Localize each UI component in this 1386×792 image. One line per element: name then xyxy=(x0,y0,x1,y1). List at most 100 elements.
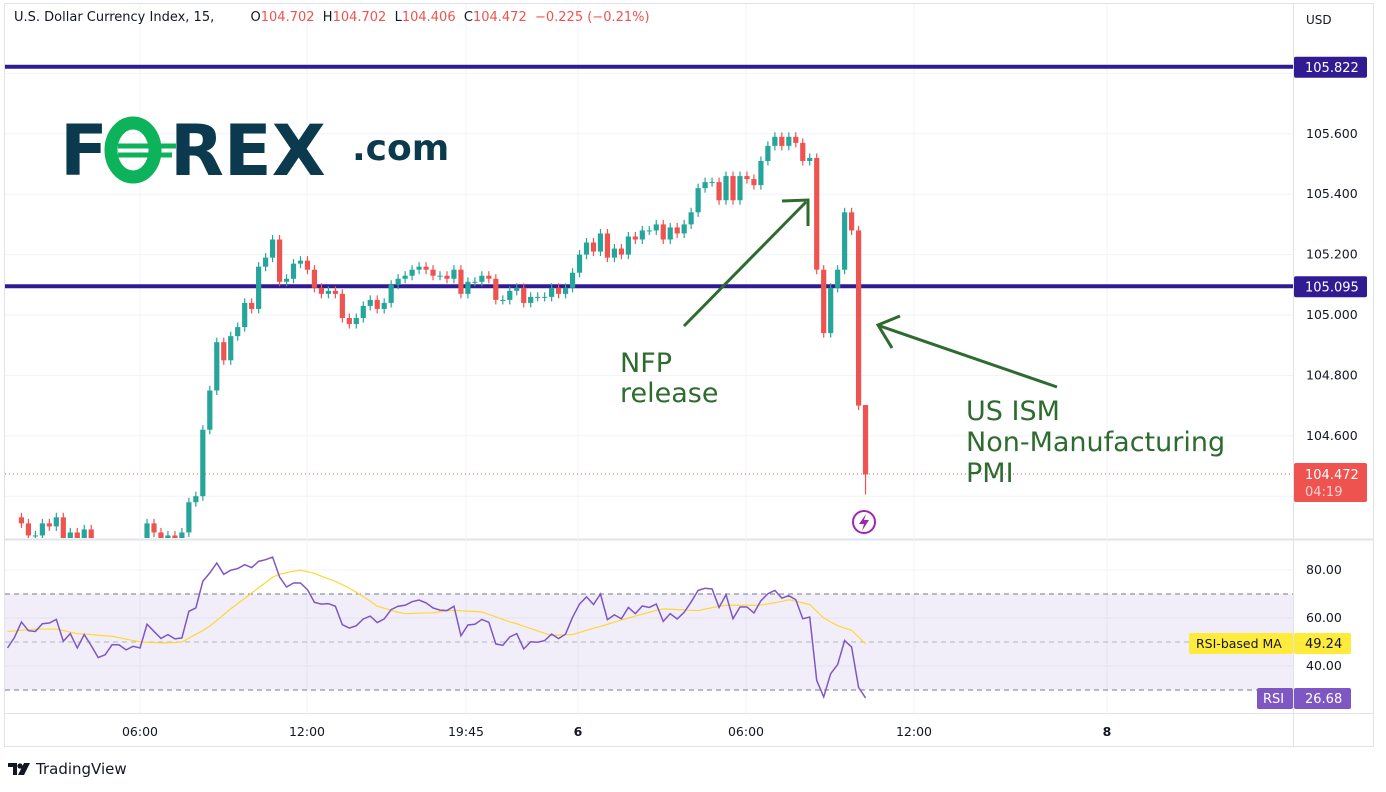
candle-body xyxy=(639,230,645,240)
candle-body xyxy=(46,523,52,527)
close-label: C xyxy=(463,10,473,25)
candle-body xyxy=(256,266,262,309)
close-value: 104.472 xyxy=(472,10,527,25)
nfp-label-line2: release xyxy=(620,378,718,409)
last-price-badge[interactable]: 104.472 04:19 xyxy=(1294,463,1367,502)
low-value: 104.406 xyxy=(401,10,456,25)
candle-body xyxy=(451,269,457,279)
candle-body xyxy=(800,142,806,161)
lightning-event-icon[interactable] xyxy=(852,510,876,534)
rsi-tick-label: 60.00 xyxy=(1306,610,1342,625)
candle-body xyxy=(172,535,178,538)
candle-body xyxy=(758,160,764,186)
candle-body xyxy=(325,290,331,294)
candle-body xyxy=(604,233,611,258)
candles xyxy=(18,132,869,560)
candle-body xyxy=(381,302,387,309)
candle-body xyxy=(583,242,590,255)
candle-body xyxy=(562,287,569,294)
candle-body xyxy=(625,236,631,255)
time-tick-label: 12:00 xyxy=(289,724,325,739)
candle-body xyxy=(514,287,520,291)
axes: 105.600 105.400 105.200 105.000 104.800 104.6… xyxy=(122,126,1358,739)
candle-group xyxy=(18,132,869,560)
candle-body xyxy=(353,318,359,325)
candle-body xyxy=(165,535,171,538)
candle-body xyxy=(723,176,729,201)
candle-body xyxy=(88,529,94,538)
candle-body xyxy=(646,230,652,232)
candle-body xyxy=(276,239,283,282)
time-tick-label: 6 xyxy=(574,724,583,739)
candle-body xyxy=(130,545,135,554)
candle-body xyxy=(249,302,255,309)
level-label: 105.095 xyxy=(1305,280,1359,295)
ism-label-line1: US ISM xyxy=(966,396,1060,427)
time-tick-label: 06:00 xyxy=(122,724,158,739)
candle-body xyxy=(186,502,192,533)
rsi-value: 26.68 xyxy=(1305,692,1342,707)
candle-body xyxy=(179,532,185,538)
rsi-lines xyxy=(6,556,867,700)
candle-body xyxy=(472,281,478,283)
candle-body xyxy=(556,287,562,294)
candle-body xyxy=(339,293,345,319)
candle-body xyxy=(207,390,213,430)
ism-annotation: US ISM Non-Manufacturing PMI xyxy=(875,314,1225,489)
ism-label-line2: Non-Manufacturing xyxy=(966,427,1225,458)
candle-body xyxy=(297,260,304,264)
nfp-label-line1: NFP xyxy=(620,348,672,379)
candle-body xyxy=(304,260,311,270)
candle-body xyxy=(549,287,555,297)
time-tick-label: 19:45 xyxy=(448,724,484,739)
candle-body xyxy=(402,275,408,279)
candle-body xyxy=(730,176,736,201)
svg-text:F: F xyxy=(60,110,110,192)
candle-body xyxy=(848,212,855,231)
candle-body xyxy=(409,269,415,276)
candle-body xyxy=(214,342,220,391)
candle-body xyxy=(807,157,813,161)
time-tick-label: 8 xyxy=(1103,724,1112,739)
candle-body xyxy=(500,299,506,301)
candle-body xyxy=(395,278,401,285)
candle-body xyxy=(737,176,743,201)
candle-body xyxy=(332,290,338,294)
candle-body xyxy=(103,557,108,560)
candle-body xyxy=(290,263,297,279)
candle-body xyxy=(18,517,25,524)
candle-body xyxy=(67,532,73,538)
price-tick-label: 105.400 xyxy=(1306,186,1358,201)
candle-body xyxy=(590,242,597,252)
candle-body xyxy=(123,551,128,554)
rsi-name: RSI xyxy=(1263,692,1284,707)
candle-body xyxy=(193,496,199,503)
candle-body xyxy=(416,266,422,270)
level-badge xyxy=(1294,276,1367,298)
candle-body xyxy=(660,224,666,240)
candle-body xyxy=(423,266,429,270)
change-value: −0.225 (−0.21%) xyxy=(534,10,650,25)
candle-body xyxy=(228,336,234,361)
rsi-ma-badge: RSI-based MA 49.24 xyxy=(1189,633,1351,654)
candle-body xyxy=(716,182,722,201)
rsi-ma-name: RSI-based MA xyxy=(1196,636,1282,651)
candle-body xyxy=(493,278,499,300)
candle-body xyxy=(772,136,778,146)
candle-body xyxy=(786,136,792,146)
candle-body xyxy=(263,257,269,267)
candle-body xyxy=(618,248,624,255)
forex-logo: F REX .com xyxy=(60,110,449,192)
candle-body xyxy=(39,523,45,536)
symbol-title[interactable]: U.S. Dollar Currency Index, 15, xyxy=(14,10,215,25)
candle-body xyxy=(709,182,715,184)
candle-body xyxy=(611,248,618,258)
open-label: O xyxy=(250,10,261,25)
candle-body xyxy=(688,212,694,225)
tradingview-footer[interactable]: TradingView xyxy=(8,760,127,778)
price-tick-label: 104.600 xyxy=(1306,428,1358,443)
candle-body xyxy=(437,275,443,277)
currency-label: USD xyxy=(1306,13,1332,27)
open-value: 104.702 xyxy=(260,10,315,25)
